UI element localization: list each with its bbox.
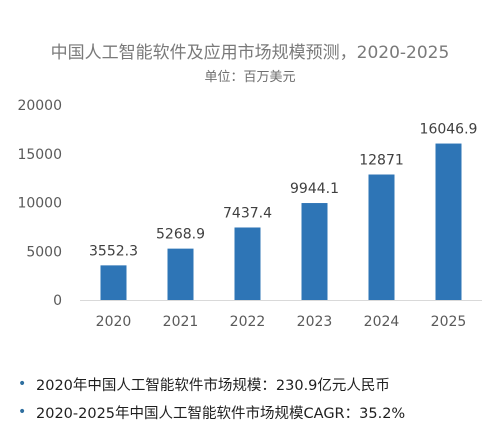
bar	[167, 248, 194, 300]
y-tick-label: 0	[53, 293, 62, 309]
x-tick-label: 2021	[163, 314, 199, 330]
chart-subtitle: 单位：百万美元	[204, 70, 296, 85]
y-tick-label: 10000	[17, 196, 62, 212]
x-tick-label: 2024	[364, 314, 400, 330]
bar	[100, 265, 127, 300]
chart-title: 中国人工智能软件及应用市场规模预测，2020-2025	[50, 43, 450, 63]
x-tick-label: 2020	[96, 314, 132, 330]
notes-list: • 2020年中国人工智能软件市场规模：230.9亿元人民币 • 2020-20…	[18, 370, 488, 426]
bar	[435, 143, 462, 300]
bar	[234, 227, 261, 300]
bar	[301, 203, 328, 300]
data-label: 5268.9	[156, 227, 205, 243]
note-item: • 2020-2025年中国人工智能软件市场规模CAGR：35.2%	[18, 398, 488, 426]
data-label: 9944.1	[290, 181, 339, 197]
note-item: • 2020年中国人工智能软件市场规模：230.9亿元人民币	[18, 370, 488, 398]
x-tick-label: 2022	[230, 314, 266, 330]
data-label: 16046.9	[420, 122, 478, 138]
x-tick-label: 2025	[431, 314, 467, 330]
y-tick-label: 15000	[17, 147, 62, 163]
bullet-icon: •	[18, 376, 27, 392]
y-tick-label: 20000	[17, 98, 62, 114]
bar	[368, 174, 395, 300]
note-text: 2020年中国人工智能软件市场规模：230.9亿元人民币	[36, 377, 390, 394]
data-label: 12871	[359, 153, 404, 169]
data-label: 3552.3	[89, 243, 138, 259]
x-tick-label: 2023	[297, 314, 333, 330]
y-tick-label: 5000	[26, 244, 62, 260]
note-text: 2020-2025年中国人工智能软件市场规模CAGR：35.2%	[36, 405, 406, 422]
data-label: 7437.4	[223, 205, 272, 221]
bullet-icon: •	[18, 404, 27, 420]
